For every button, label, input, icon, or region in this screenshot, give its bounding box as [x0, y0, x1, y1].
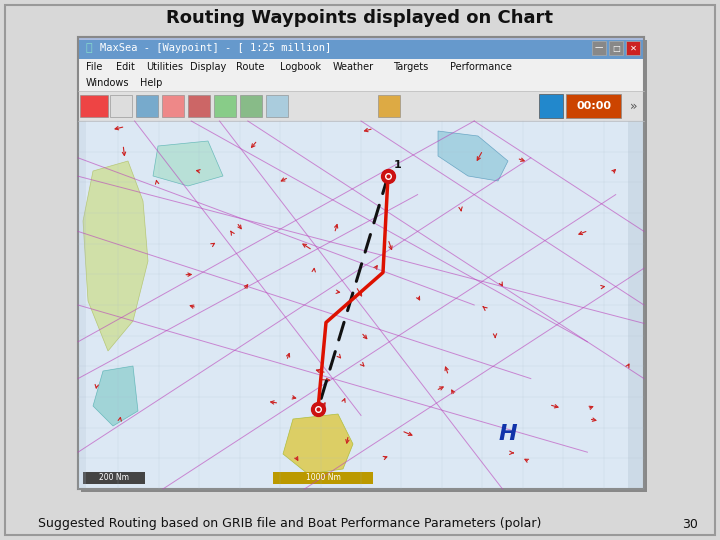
Bar: [136, 95, 158, 117]
Text: Logbook: Logbook: [280, 63, 321, 72]
Bar: [78, 37, 644, 489]
Text: 30: 30: [682, 517, 698, 530]
Text: H: H: [499, 424, 517, 444]
Text: Utilities: Utilities: [146, 63, 183, 72]
Polygon shape: [83, 161, 148, 351]
Bar: [240, 95, 262, 117]
Bar: [378, 95, 400, 117]
Text: Suggested Routing based on GRIB file and Boat Performance Parameters (polar): Suggested Routing based on GRIB file and…: [38, 517, 541, 530]
Polygon shape: [153, 141, 223, 186]
Polygon shape: [283, 414, 353, 474]
Text: ✕: ✕: [629, 44, 636, 52]
Bar: [188, 95, 210, 117]
Bar: [266, 95, 288, 117]
Bar: [78, 121, 644, 489]
Text: Weather: Weather: [333, 63, 374, 72]
Text: 1000 Nm: 1000 Nm: [305, 474, 341, 483]
Text: MaxSea - [Waypoint] - [ 1:25 million]: MaxSea - [Waypoint] - [ 1:25 million]: [100, 43, 331, 53]
Text: Windows: Windows: [86, 78, 130, 89]
Bar: [78, 37, 644, 40]
Bar: [78, 121, 86, 489]
Bar: [78, 76, 644, 91]
Text: Help: Help: [140, 78, 163, 89]
Bar: [78, 37, 644, 59]
Bar: [83, 472, 145, 484]
Text: Display: Display: [190, 63, 226, 72]
Text: Route: Route: [236, 63, 264, 72]
Bar: [78, 59, 644, 76]
Bar: [628, 121, 644, 489]
Text: »: »: [630, 99, 638, 112]
Text: Routing Waypoints displayed on Chart: Routing Waypoints displayed on Chart: [166, 9, 554, 27]
Polygon shape: [438, 131, 508, 181]
Bar: [539, 94, 563, 118]
Bar: [78, 37, 644, 489]
Text: File: File: [86, 63, 102, 72]
Text: 200 Nm: 200 Nm: [99, 474, 129, 483]
Polygon shape: [93, 366, 138, 426]
Bar: [566, 94, 621, 118]
Bar: [609, 41, 623, 55]
Text: Performance: Performance: [450, 63, 512, 72]
Text: ⛵: ⛵: [86, 43, 93, 53]
Bar: [592, 41, 606, 55]
Text: 1: 1: [394, 160, 402, 170]
Text: Targets: Targets: [393, 63, 428, 72]
Text: 00:00: 00:00: [577, 101, 611, 111]
Bar: [81, 40, 647, 492]
Text: □: □: [612, 44, 620, 52]
Bar: [214, 95, 236, 117]
Text: —: —: [595, 44, 603, 52]
Bar: [273, 472, 373, 484]
Bar: [162, 95, 184, 117]
Text: Edit: Edit: [116, 63, 135, 72]
Bar: [110, 95, 132, 117]
Bar: [626, 41, 640, 55]
Bar: [80, 95, 108, 117]
Bar: [78, 91, 644, 121]
